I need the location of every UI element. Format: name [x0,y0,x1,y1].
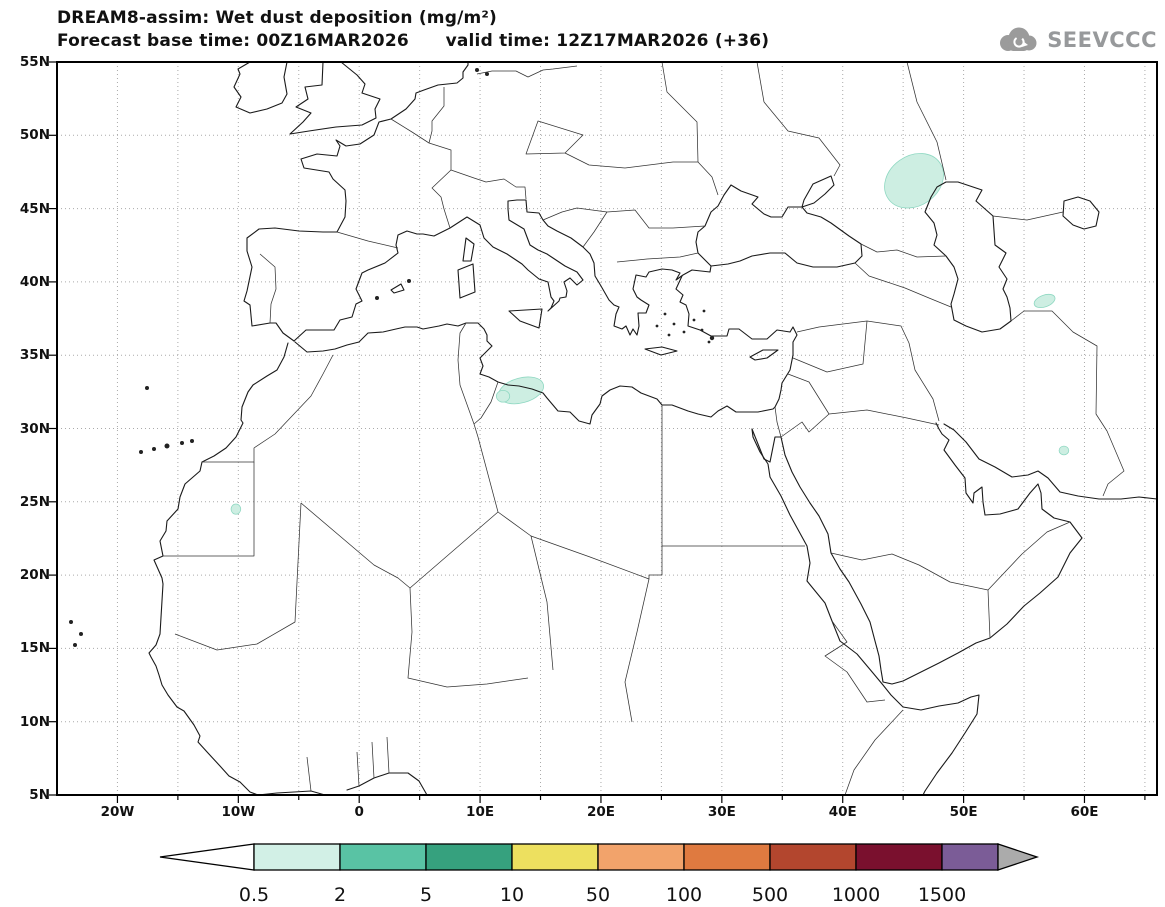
coastline-gulf-of-guinea [257,772,428,796]
colorbar-arrow-right [997,843,1040,871]
lat-label: 20N [19,567,50,584]
coastline-west-africa [148,342,289,796]
map-canvas [49,61,1158,803]
lon-label: 20W [100,804,135,820]
colorbar-label: 100 [666,884,702,906]
colorbar-segment-overflow [941,843,999,871]
deposition-patch-mauritania [230,503,242,515]
figure-subtitle: Forecast base time: 00Z16MAR2026 valid t… [57,31,770,51]
lat-label: 40N [19,273,50,290]
coastline-azov [801,175,835,208]
deposition-patch-libya-coast-west [495,389,511,403]
colorbar-segment [855,843,943,871]
coastline-aral [1062,196,1100,230]
coastline-iran [943,423,1158,500]
coastline-ireland [233,61,288,114]
coastline-arabia [780,422,1083,685]
colorbar-segment [597,843,685,871]
lon-label: 60E [1070,804,1099,820]
colorbar-label: 5 [420,884,432,906]
lon-label: 30E [707,804,736,820]
coastline-black-sea [695,184,863,268]
seevccc-logo: SEEVCCC [995,26,1157,53]
coastline-caspian [924,181,1012,333]
colorbar-label: 0.5 [239,884,269,906]
lat-label: 15N [19,640,50,657]
lon-label: 10E [466,804,495,820]
lon-label: 10W [221,804,256,820]
colorbar-segment [425,843,513,871]
lon-label: 40E [828,804,857,820]
colorbar-label: 50 [586,884,610,906]
island-sardinia [457,263,476,299]
colorbar: 0.5 2 5 10 50 100 500 1000 1500 [159,843,1040,906]
colorbar-label: 1500 [918,884,966,906]
map [49,61,1158,803]
small-islands [69,68,715,647]
colorbar-segment [511,843,599,871]
lat-label: 10N [19,713,50,730]
seevccc-text: SEEVCCC [1047,27,1157,52]
coastline-med-europe [293,199,712,342]
deposition-patch-northwest-caspian [884,153,944,209]
grid-lines [57,62,1157,795]
colorbar-segment [769,843,857,871]
lat-label: 35N [19,347,50,364]
coastlines [148,61,1158,796]
lon-label: 20E [586,804,615,820]
colorbar-label: 1000 [832,884,880,906]
country-borders [163,61,1125,796]
island-crete [644,346,678,356]
lat-label: 50N [19,127,50,144]
deposition-patches [230,153,1070,515]
coastline-red-sea-west [751,428,980,796]
figure-title: DREAM8-assim: Wet dust deposition (mg/m²… [57,8,498,28]
axis-ticks [49,61,1146,803]
deposition-patch-turkmenistan-se-caspian [1033,293,1056,309]
coastline-sinai [751,428,782,463]
colorbar-segment [683,843,771,871]
deposition-patch-south-iran [1058,445,1070,456]
island-mallorca [390,283,405,294]
colorbar-segment [339,843,427,871]
island-cyprus [749,349,779,361]
seevccc-cloud-icon [1000,27,1037,51]
lon-label: 0 [354,804,364,820]
lat-label: 30N [19,420,50,437]
coastline-britain [289,61,381,135]
colorbar-segment [253,843,341,871]
colorbar-label: 10 [500,884,524,906]
lat-label: 45N [19,200,50,217]
island-corsica [462,237,475,262]
colorbar-label: 500 [752,884,788,906]
lat-label: 55N [19,54,50,70]
coastline-atlantic-europe [243,61,469,342]
coastline-north-africa-levant [294,275,798,425]
colorbar-arrow-left [159,843,255,871]
island-sicily [508,308,543,329]
lat-label: 25N [19,493,50,510]
lat-label: 5N [29,787,50,803]
colorbar-label: 2 [334,884,346,906]
lon-label: 50E [949,804,978,820]
